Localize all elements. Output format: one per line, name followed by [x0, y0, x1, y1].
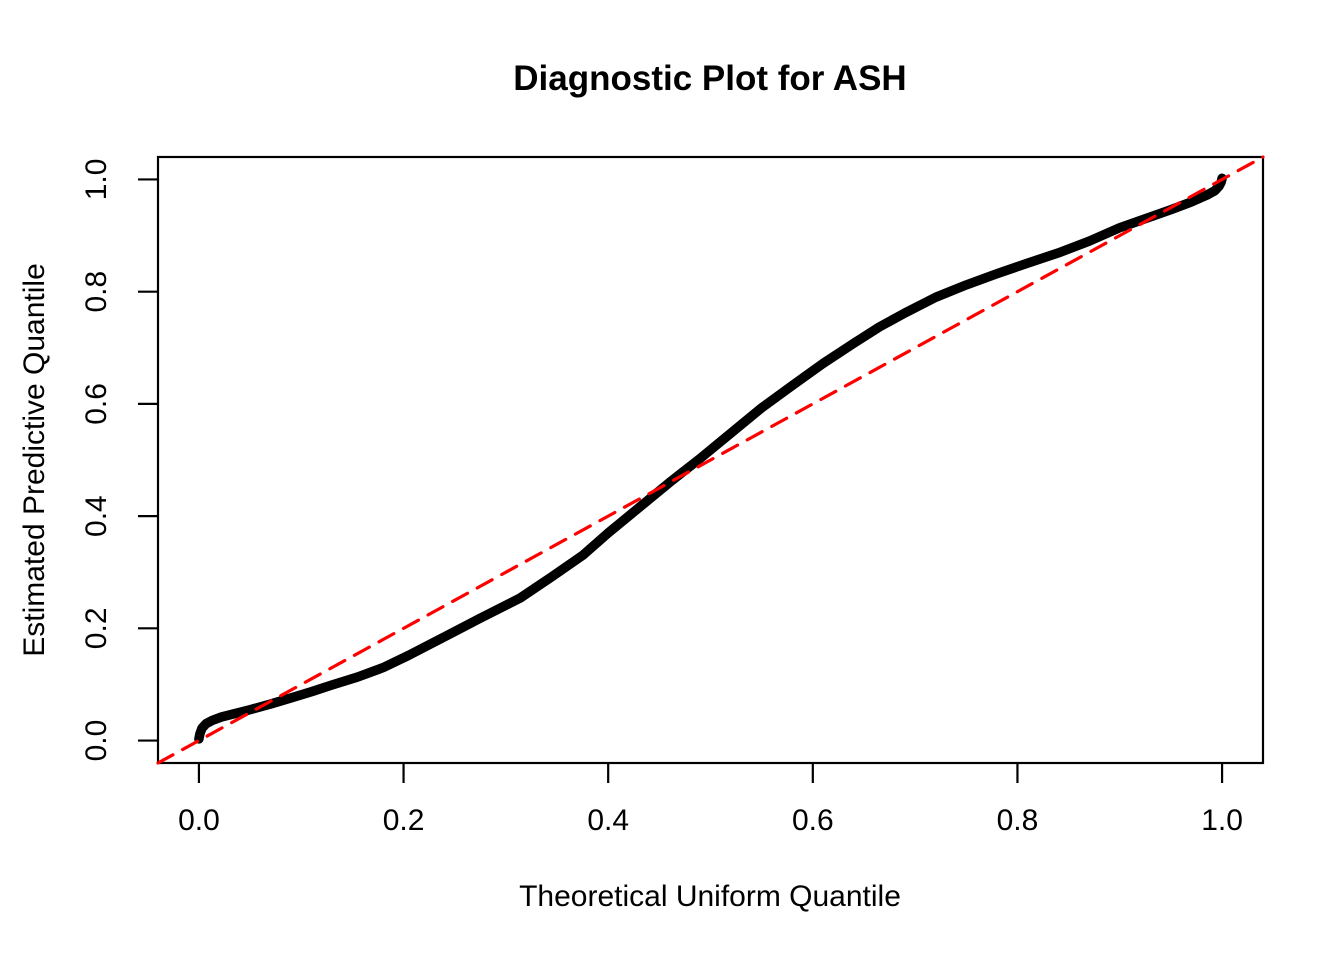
x-axis-label: Theoretical Uniform Quantile	[519, 880, 901, 913]
y-tick-label: 0.0	[80, 720, 113, 762]
y-tick-label: 0.6	[80, 383, 113, 425]
x-tick-label: 0.8	[997, 804, 1039, 837]
axis-ticks: 0.0 0.2 0.4 0.6 0.8 1.0 0.0 0.2 0.4 0.6 0.8 1.0	[80, 159, 1243, 837]
reference-diagonal-y-equals-x	[156, 155, 1265, 765]
x-tick-label: 0.2	[383, 804, 425, 837]
x-tick-label: 1.0	[1201, 804, 1243, 837]
y-tick-label: 1.0	[80, 159, 113, 201]
data-series	[156, 155, 1265, 765]
y-tick-label: 0.8	[80, 271, 113, 313]
y-tick-label: 0.4	[80, 495, 113, 537]
x-tick-label: 0.0	[178, 804, 220, 837]
y-axis-label: Estimated Predictive Quantile	[18, 263, 51, 657]
plot-frame	[156, 155, 1265, 765]
x-tick-label: 0.6	[792, 804, 834, 837]
chart-title: Diagnostic Plot for ASH	[513, 59, 906, 98]
plot-box	[156, 155, 1265, 765]
x-tick-label: 0.4	[587, 804, 629, 837]
y-tick-label: 0.2	[80, 607, 113, 649]
